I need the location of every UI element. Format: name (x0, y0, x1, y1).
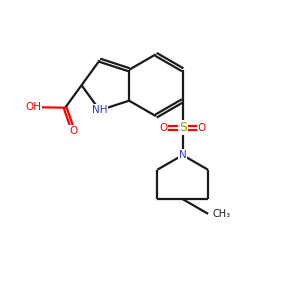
Text: N: N (179, 150, 187, 160)
Text: S: S (179, 122, 187, 134)
Text: O: O (159, 123, 168, 133)
Text: O: O (198, 123, 206, 133)
Text: O: O (69, 125, 77, 136)
Text: CH₃: CH₃ (212, 209, 231, 219)
Text: OH: OH (25, 102, 41, 112)
Text: NH: NH (92, 105, 107, 115)
